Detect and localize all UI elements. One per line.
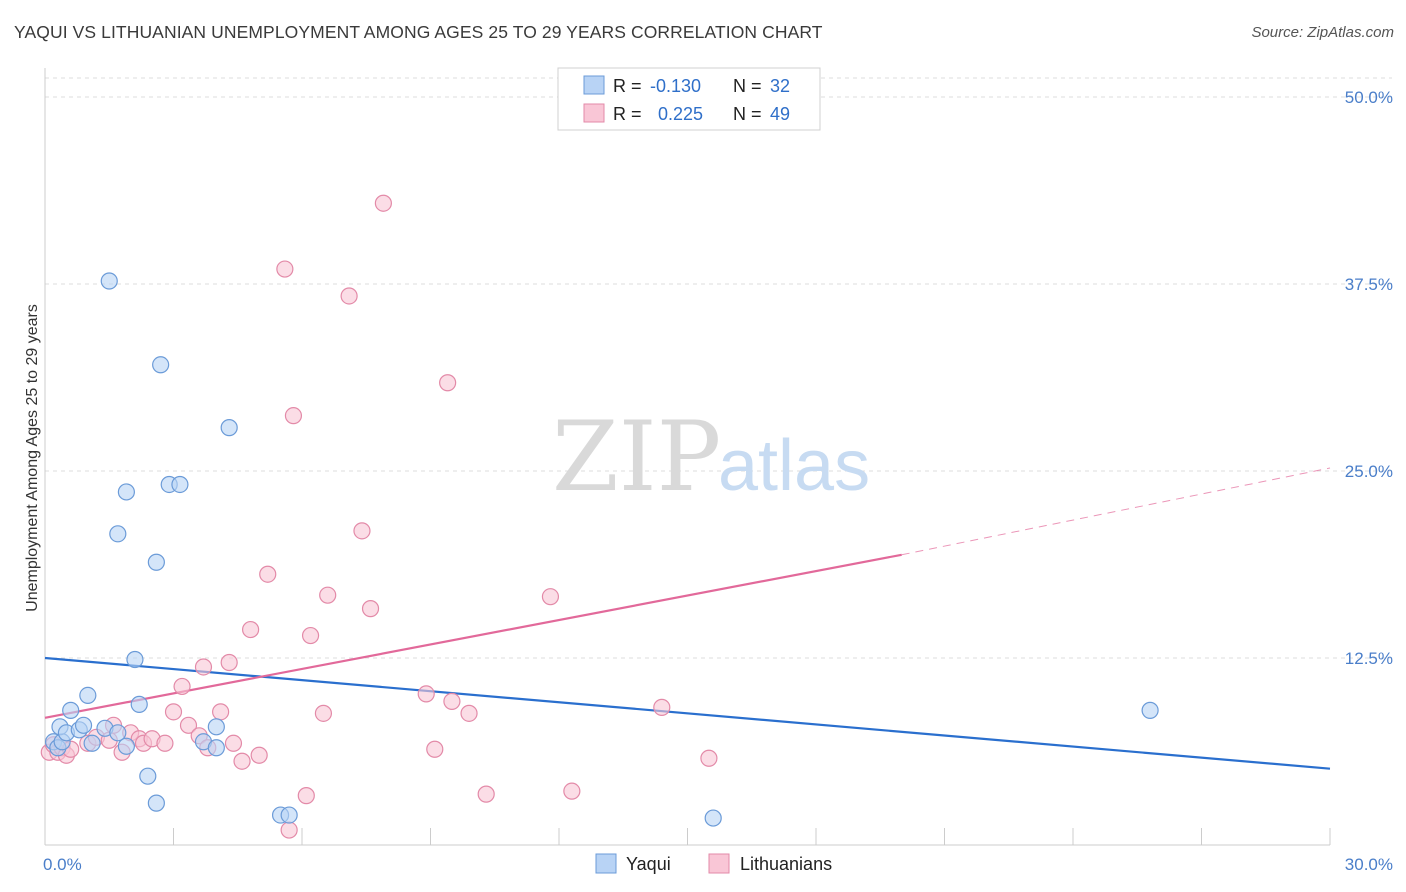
legend-n-label-lithuanians: N =	[733, 104, 762, 124]
trend-line-lithuanians-extension	[901, 467, 1331, 556]
lithuanians-point	[541, 588, 560, 606]
yaqui-point	[126, 650, 144, 669]
lithuanians-point	[361, 600, 380, 618]
legend-n-label-yaqui: N =	[733, 76, 762, 96]
lithuanians-point	[280, 821, 298, 839]
lithuanians-point	[233, 752, 251, 770]
lithuanians-point	[319, 586, 337, 604]
legend-series-swatch-lithuanians	[708, 853, 730, 874]
yaqui-point	[139, 767, 157, 785]
lithuanians-point	[276, 260, 294, 278]
yaqui-point	[704, 809, 722, 827]
legend-r-label-lithuanians: R =	[613, 104, 642, 124]
lithuanians-point	[417, 685, 435, 703]
grid-lines	[45, 77, 1392, 659]
lithuanians-point	[653, 698, 671, 716]
yaqui-point	[109, 724, 127, 742]
lithuanians-point	[259, 565, 277, 583]
y-axis-label: Unemployment Among Ages 25 to 29 years	[24, 304, 41, 612]
watermark-zip: ZIP	[552, 401, 721, 513]
chart-title: YAQUI VS LITHUANIAN UNEMPLOYMENT AMONG A…	[14, 22, 823, 42]
axes	[44, 68, 1331, 846]
yaqui-point	[130, 695, 148, 713]
lithuanians-point	[173, 677, 191, 696]
lithuanians-point	[284, 407, 303, 425]
yaqui-point	[147, 794, 165, 812]
lithuanians-point	[443, 692, 461, 710]
legend-r-value-yaqui: -0.130	[650, 76, 701, 96]
lithuanians-point	[426, 740, 444, 758]
lithuanians-point	[212, 703, 230, 721]
yaqui-point	[109, 525, 127, 543]
yaqui-point	[152, 356, 170, 374]
legend-series-label-lithuanians: Lithuanians	[740, 854, 832, 874]
trend-line-yaqui	[44, 656, 1331, 770]
lithuanians-point	[224, 734, 243, 752]
lithuanians-point	[301, 626, 320, 645]
yaqui-point	[280, 806, 298, 824]
lithuanians-point	[242, 620, 260, 639]
yaqui-point	[62, 701, 80, 719]
yaqui-point	[117, 483, 135, 501]
yaqui-point	[147, 553, 165, 571]
lithuanians-point	[297, 787, 315, 805]
lithuanians-point	[156, 734, 174, 752]
x-tick-label-max: 30.0%	[1345, 855, 1393, 874]
yaqui-point	[83, 734, 101, 752]
lithuanians-point	[220, 653, 238, 672]
yaqui-point	[220, 419, 238, 437]
lithuanians-point	[374, 194, 392, 212]
trend-lines	[44, 467, 1331, 770]
lithuanians-point	[353, 522, 371, 540]
y-tick-label: 25.0%	[1345, 462, 1393, 481]
x-tick-labels: 0.0% 30.0%	[43, 855, 1393, 874]
lithuanians-point	[250, 746, 268, 764]
lithuanians-point	[164, 703, 183, 721]
yaqui-point	[207, 739, 225, 757]
lithuanians-point	[179, 716, 198, 734]
lithuanians-point	[439, 374, 457, 392]
trend-line-lithuanians	[44, 553, 902, 719]
legend-stats: R = -0.130 N = 32 R = 0.225 N = 49	[557, 67, 821, 131]
legend-n-value-yaqui: 32	[770, 76, 790, 96]
lithuanians-point	[340, 287, 358, 305]
lithuanians-point	[700, 749, 718, 767]
lithuanians-point	[314, 704, 333, 722]
yaqui-point	[1141, 701, 1159, 719]
legend-r-value-lithuanians: 0.225	[658, 104, 703, 124]
legend-swatch-yaqui	[583, 75, 605, 95]
lithuanians-point	[460, 704, 478, 722]
chart-source: Source: ZipAtlas.com	[1251, 24, 1394, 41]
y-tick-labels: 12.5% 25.0% 37.5% 50.0%	[1345, 88, 1393, 668]
yaqui-point	[74, 716, 93, 734]
lithuanians-point	[477, 785, 495, 803]
lithuanians-point	[194, 658, 213, 676]
legend-n-value-lithuanians: 49	[770, 104, 790, 124]
yaqui-point	[100, 272, 118, 290]
legend-swatch-lithuanians	[583, 103, 605, 123]
yaqui-point	[117, 737, 135, 755]
y-tick-label: 12.5%	[1345, 649, 1393, 668]
yaqui-point	[207, 718, 225, 736]
legend-series-swatch-yaqui	[595, 853, 617, 874]
y-tick-label: 50.0%	[1345, 88, 1393, 107]
watermark-atlas: atlas	[718, 426, 870, 506]
y-tick-label: 37.5%	[1345, 275, 1393, 294]
watermark: ZIP atlas	[552, 401, 870, 513]
data-points	[40, 194, 1159, 839]
legend-r-label-yaqui: R =	[613, 76, 642, 96]
legend-series: Yaqui Lithuanians	[595, 853, 832, 874]
yaqui-point	[79, 686, 97, 705]
x-tick-label-min: 0.0%	[43, 855, 82, 874]
lithuanians-point	[563, 782, 581, 800]
yaqui-point	[171, 475, 189, 494]
legend-series-label-yaqui: Yaqui	[626, 854, 671, 874]
